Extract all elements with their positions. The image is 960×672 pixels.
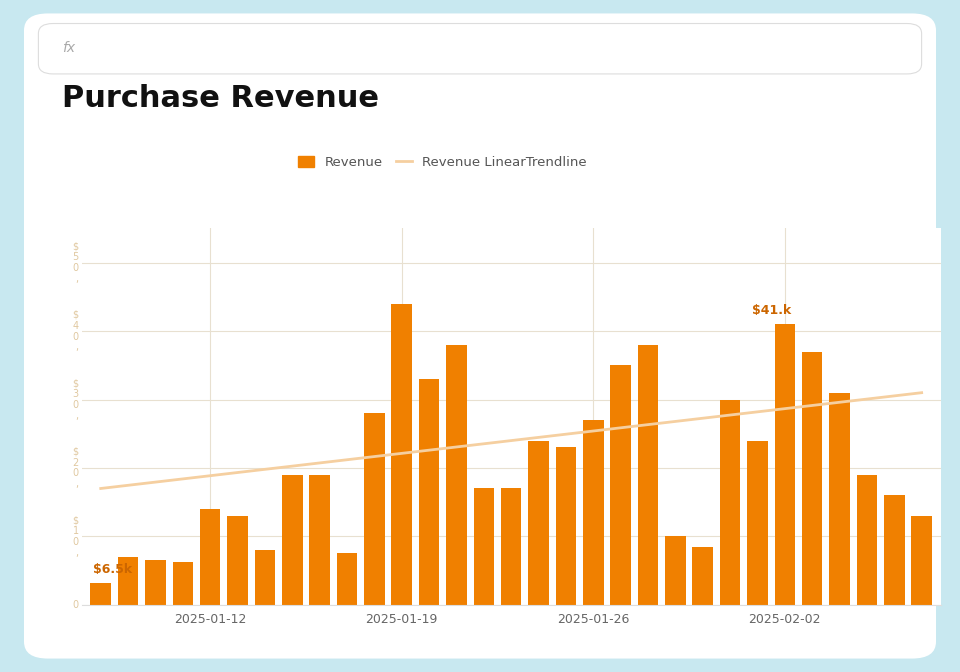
Bar	[173, 562, 193, 605]
Bar	[802, 351, 823, 605]
Bar	[911, 516, 932, 605]
Bar	[419, 379, 440, 605]
Bar	[364, 413, 385, 605]
Bar	[884, 495, 904, 605]
Bar	[611, 366, 631, 605]
Text: 0: 0	[73, 600, 79, 610]
Text: $
3
0
,: $ 3 0 ,	[73, 378, 79, 421]
Bar	[829, 392, 850, 605]
Legend: Revenue, Revenue LinearTrendline: Revenue, Revenue LinearTrendline	[294, 153, 590, 173]
Bar	[282, 475, 302, 605]
Bar	[665, 536, 685, 605]
Bar	[528, 441, 549, 605]
Text: $
2
0
,: $ 2 0 ,	[73, 447, 79, 489]
Bar	[254, 550, 276, 605]
Bar	[337, 554, 357, 605]
Text: Purchase Revenue: Purchase Revenue	[62, 84, 379, 113]
Text: $41.k: $41.k	[752, 304, 791, 317]
Bar	[856, 475, 877, 605]
Bar	[637, 345, 659, 605]
Bar	[747, 441, 768, 605]
Text: $
5
0
,: $ 5 0 ,	[73, 241, 79, 284]
Bar	[501, 489, 521, 605]
Bar	[90, 583, 111, 605]
Text: $6.5k: $6.5k	[92, 562, 132, 576]
Bar	[118, 557, 138, 605]
Bar	[473, 489, 494, 605]
Bar	[309, 475, 330, 605]
Bar	[720, 400, 740, 605]
Bar	[392, 304, 412, 605]
Bar	[200, 509, 221, 605]
Text: fx: fx	[62, 42, 76, 55]
Bar	[446, 345, 467, 605]
Bar	[692, 546, 713, 605]
Bar	[583, 420, 604, 605]
Bar	[228, 516, 248, 605]
Text: $
1
0
,: $ 1 0 ,	[73, 515, 79, 558]
Text: $
4
0
,: $ 4 0 ,	[73, 310, 79, 352]
Bar	[145, 560, 166, 605]
Bar	[775, 325, 795, 605]
Bar	[556, 448, 576, 605]
